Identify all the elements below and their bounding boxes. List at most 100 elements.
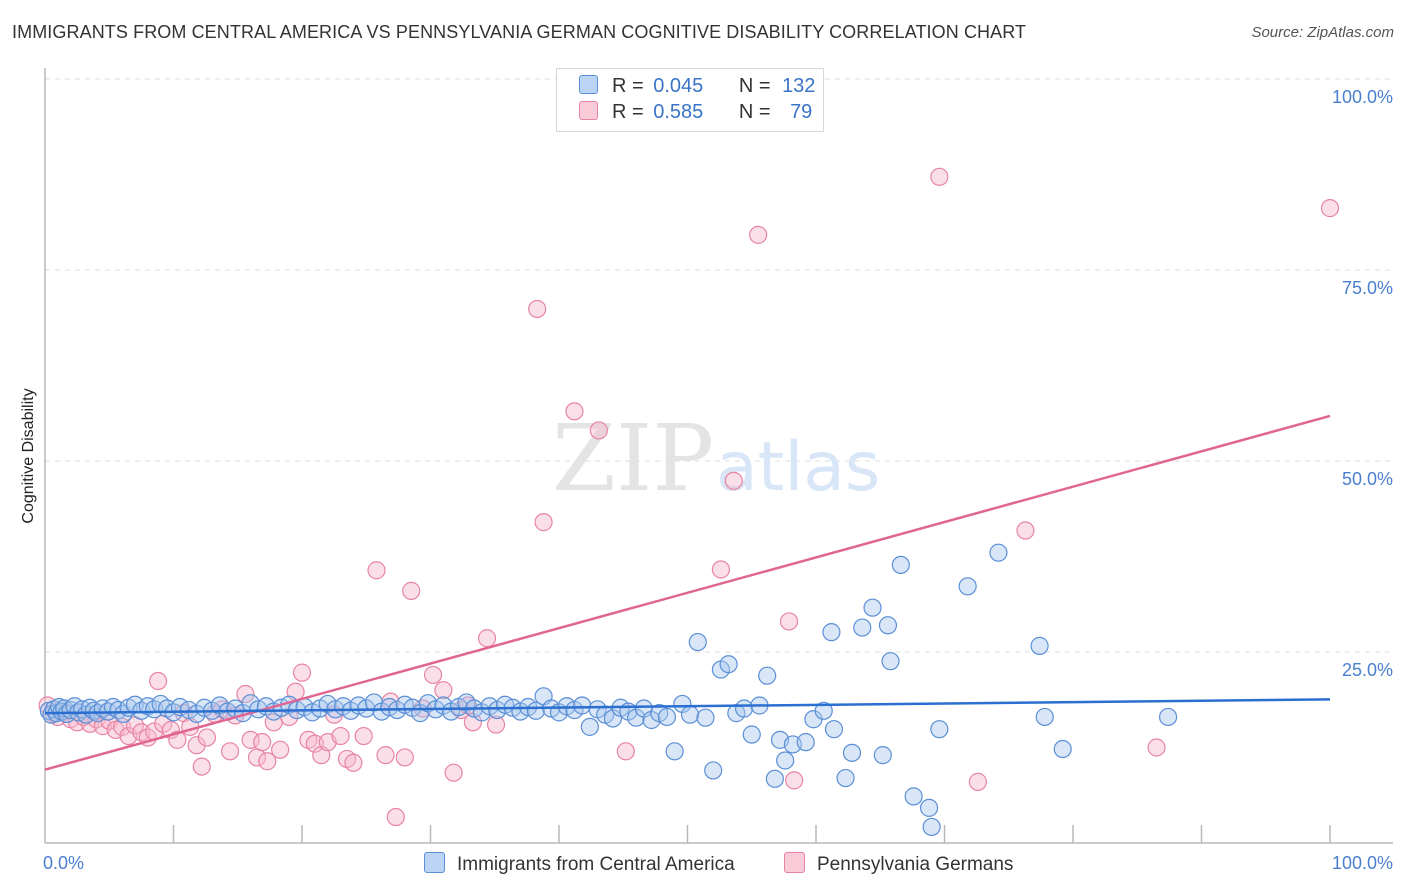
scatter-point <box>616 742 635 761</box>
scatter-point <box>930 720 949 739</box>
scatter-point <box>930 167 949 186</box>
scatter-point <box>197 728 217 747</box>
scatter-point <box>776 751 795 770</box>
scatter-point <box>187 736 206 755</box>
series-legend-blue: Immigrants from Central America <box>424 852 735 876</box>
legend-swatch-blue <box>579 75 598 94</box>
x-tick-label-min: 0.0% <box>43 853 84 873</box>
scatter-point <box>434 681 453 700</box>
scatter-point <box>528 299 547 319</box>
watermark-zip: ZIP <box>552 405 714 512</box>
scatter-point <box>796 733 815 752</box>
scatter-point <box>386 807 405 827</box>
legend-r-label: R = <box>612 101 644 123</box>
scatter-point <box>192 757 211 776</box>
legend-r-value-blue: 0.045 <box>653 75 704 97</box>
scatter-point <box>1016 521 1035 540</box>
watermark: ZIP atlas <box>552 405 880 512</box>
scatter-point <box>814 701 833 720</box>
scatter-point <box>822 623 841 642</box>
x-tick-label-max: 100.0% <box>1332 853 1393 873</box>
scatter-point <box>565 402 584 421</box>
y-tick-label: 50.0% <box>1342 469 1393 489</box>
scatter-point <box>696 708 715 727</box>
scatter-point <box>873 746 892 765</box>
scatter-point <box>573 696 592 715</box>
series-swatch-blue <box>424 852 445 873</box>
legend-n-value-blue: 132 <box>782 75 816 97</box>
scatter-point <box>580 717 599 736</box>
scatter-point <box>968 772 988 791</box>
scatter-point <box>1147 738 1166 757</box>
scatter-point <box>724 471 743 490</box>
scatter-point <box>919 798 939 817</box>
y-axis-label: Cognitive Disability <box>20 388 37 523</box>
scatter-point <box>1035 707 1054 727</box>
scatter-point <box>1158 707 1178 727</box>
scatter-point <box>836 768 855 788</box>
scatter-point <box>765 769 784 788</box>
scatter-point <box>402 581 421 600</box>
series-name-pink: Pennsylvania Germans <box>817 854 1014 875</box>
scatter-point <box>785 771 804 790</box>
scatter-point <box>344 753 363 772</box>
source-label: Source: ZipAtlas.com <box>1251 24 1394 41</box>
scatter-point <box>922 817 941 837</box>
scatter-point <box>253 733 272 752</box>
scatter-point <box>236 684 255 704</box>
scatter-point <box>734 699 754 718</box>
scatter-point <box>853 618 872 637</box>
series-pennsylvania-germans <box>38 167 1340 827</box>
scatter-point <box>444 763 463 782</box>
series-swatch-pink <box>784 852 805 873</box>
scatter-point <box>376 746 395 765</box>
scatter-point <box>863 598 882 617</box>
y-tick-label: 75.0% <box>1342 278 1393 298</box>
legend-n-value-pink: 79 <box>790 101 813 123</box>
scatter-point <box>711 560 731 579</box>
scatter-point <box>881 652 900 671</box>
scatter-point <box>680 705 700 724</box>
legend-row-pink: R = 0.585 N = 79 <box>579 101 812 127</box>
x-ticks <box>172 825 1331 843</box>
scatter-point <box>1030 636 1049 655</box>
scatter-point <box>904 787 923 806</box>
scatter-point <box>241 730 260 749</box>
y-tick-label: 25.0% <box>1342 660 1393 680</box>
scatter-point <box>688 632 707 652</box>
scatter-point <box>148 671 168 691</box>
scatter-point <box>1320 199 1340 218</box>
scatter-point <box>534 513 553 532</box>
scatter-point <box>719 655 738 674</box>
scatter-point <box>824 720 844 739</box>
correlation-legend: R = 0.045 N = 132 R = 0.585 N = 79 <box>556 68 824 132</box>
chart-title: IMMIGRANTS FROM CENTRAL AMERICA VS PENNS… <box>12 22 1027 42</box>
series-legend-pink: Pennsylvania Germans <box>784 852 1013 876</box>
scatter-point <box>395 748 414 767</box>
scatter-point <box>989 543 1008 562</box>
y-tick-labels: 25.0% 50.0% 75.0% 100.0% <box>1332 87 1393 680</box>
scatter-point <box>367 561 386 580</box>
scatter-point <box>958 577 977 596</box>
scatter-point <box>292 663 312 682</box>
scatter-point <box>742 725 761 744</box>
scatter-point <box>779 612 799 631</box>
scatter-point <box>486 715 506 734</box>
scatter-point <box>463 713 483 732</box>
legend-n-label: N = <box>738 101 771 123</box>
scatter-point <box>331 726 350 746</box>
scatter-point <box>878 616 898 635</box>
scatter-point <box>477 629 497 648</box>
scatter-point <box>258 752 277 771</box>
legend-row-blue: R = 0.045 N = 132 <box>579 75 815 101</box>
scatter-point <box>642 710 661 730</box>
scatter-point <box>704 761 723 780</box>
legend-swatch-pink <box>579 101 598 120</box>
scatter-point <box>626 708 646 727</box>
scatter-point <box>891 555 910 575</box>
series-immigrants-central-america <box>39 543 1178 837</box>
scatter-point <box>842 743 862 762</box>
scatter-point <box>220 742 240 761</box>
legend-r-label: R = <box>612 75 644 97</box>
